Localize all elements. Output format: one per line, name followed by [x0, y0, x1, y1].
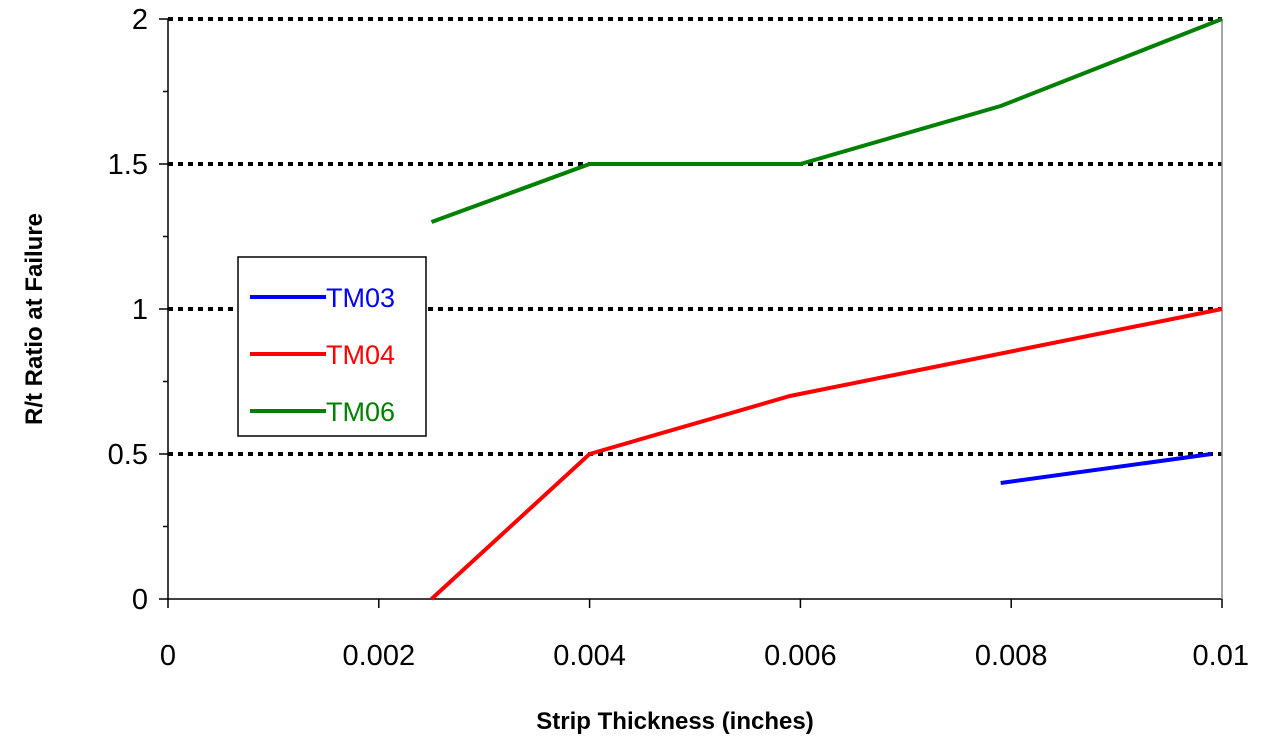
series-line-tm04: [430, 307, 1223, 601]
y-tick-label-4: 2: [132, 4, 148, 36]
series-line-tm03: [1000, 452, 1212, 485]
x-axis-title: Strip Thickness (inches): [536, 708, 813, 735]
legend-label-tm06: TM06: [326, 397, 395, 427]
x-tick-label-1: 0.002: [343, 640, 416, 672]
x-tick-label-5: 0.01: [1193, 640, 1249, 672]
tick-marks: [159, 18, 1223, 608]
y-tick-label-0: 0: [132, 584, 148, 616]
y-tick-label-3: 1.5: [108, 149, 148, 181]
legend-box: [237, 256, 427, 437]
y-tick-label-2: 1: [132, 294, 148, 326]
x-tick-label-0: 0: [160, 640, 176, 672]
legend-label-tm03: TM03: [326, 283, 395, 313]
y-axis-title: R/t Ratio at Failure: [21, 213, 48, 425]
legend-label-tm04: TM04: [326, 340, 395, 370]
x-tick-label-2: 0.004: [553, 640, 626, 672]
tick-labels: 0 0.5 1 1.5 2 0 0.002 0.004 0.006 0.008 0.01: [108, 4, 1249, 672]
series-line-tm06: [430, 17, 1223, 224]
x-tick-label-3: 0.006: [764, 640, 837, 672]
x-tick-label-4: 0.008: [975, 640, 1048, 672]
legend: TM03 TM04 TM06: [237, 256, 427, 437]
series-lines: [430, 17, 1223, 601]
y-tick-label-1: 0.5: [108, 439, 148, 471]
